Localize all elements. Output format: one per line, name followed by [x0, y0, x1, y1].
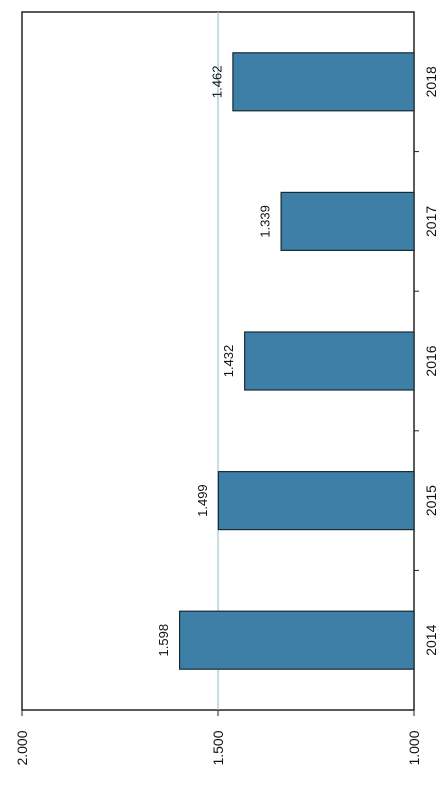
value-label-2014: 1.598	[156, 624, 171, 657]
category-label-2014: 2014	[423, 624, 439, 655]
bar-2018	[232, 52, 415, 112]
category-label-2018: 2018	[423, 66, 439, 97]
tick-label-1.000: 1.000	[406, 730, 422, 765]
category-label-2015: 2015	[423, 485, 439, 516]
tick-label-2.000: 2.000	[14, 730, 30, 765]
bar-2015	[217, 471, 415, 531]
category-label-2016: 2016	[423, 345, 439, 376]
value-label-2015: 1.499	[195, 484, 210, 517]
tick-label-1.500: 1.500	[210, 730, 226, 765]
value-label-2017: 1.339	[258, 205, 273, 238]
value-label-2016: 1.432	[221, 345, 236, 378]
bar-2017	[280, 191, 415, 251]
bar-2014	[178, 610, 415, 670]
bar-2016	[244, 331, 415, 391]
value-label-2018: 1.462	[209, 66, 224, 99]
category-label-2017: 2017	[423, 206, 439, 237]
